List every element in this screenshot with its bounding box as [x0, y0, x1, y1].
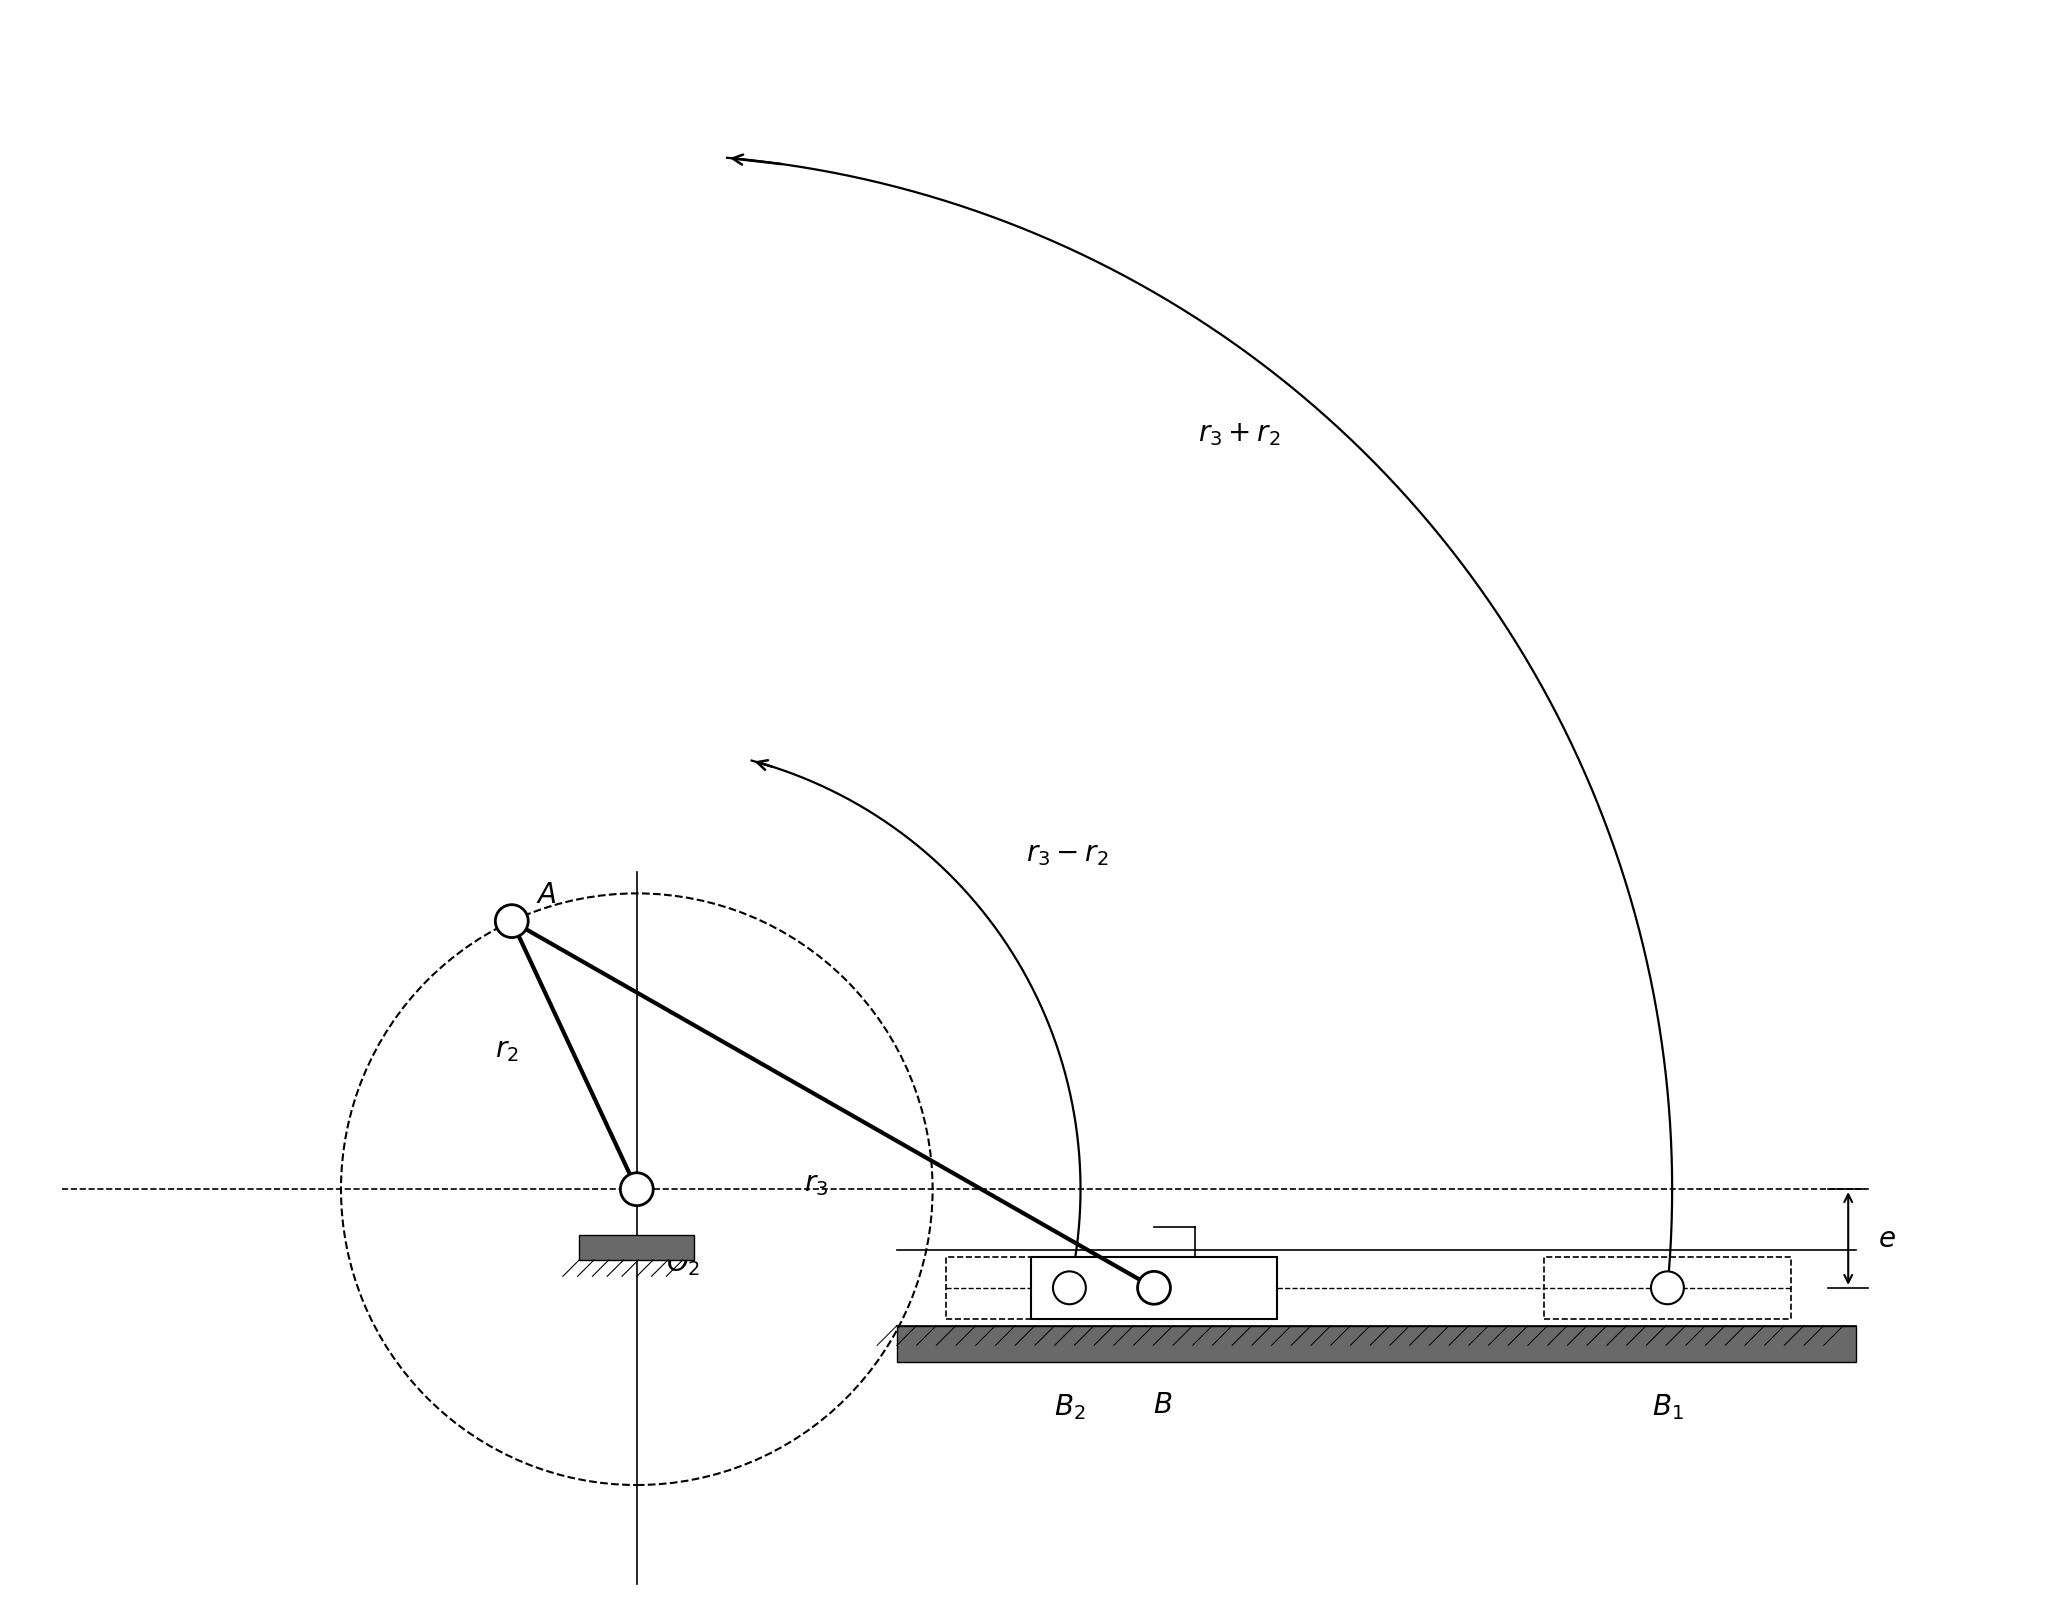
Bar [1031, 1257, 1277, 1319]
Text: $A$: $A$ [536, 881, 557, 908]
Bar [896, 1326, 1856, 1361]
Text: $O_2$: $O_2$ [667, 1247, 700, 1276]
Circle shape [1138, 1271, 1170, 1305]
Bar [579, 1236, 694, 1260]
Bar [1545, 1257, 1790, 1319]
Text: $B_2$: $B_2$ [1054, 1392, 1084, 1421]
Text: $r_3 - r_2$: $r_3 - r_2$ [1025, 840, 1109, 868]
Text: $r_3 + r_2$: $r_3 + r_2$ [1197, 421, 1281, 448]
Text: $B$: $B$ [1152, 1392, 1172, 1419]
Text: $e$: $e$ [1878, 1225, 1897, 1252]
Text: $r_3$: $r_3$ [804, 1170, 829, 1197]
Text: $B_1$: $B_1$ [1651, 1392, 1684, 1421]
Text: $r_2$: $r_2$ [495, 1037, 520, 1064]
Circle shape [1651, 1271, 1684, 1305]
Circle shape [495, 905, 528, 938]
Circle shape [1054, 1271, 1086, 1305]
Bar [945, 1257, 1193, 1319]
Circle shape [620, 1173, 653, 1205]
